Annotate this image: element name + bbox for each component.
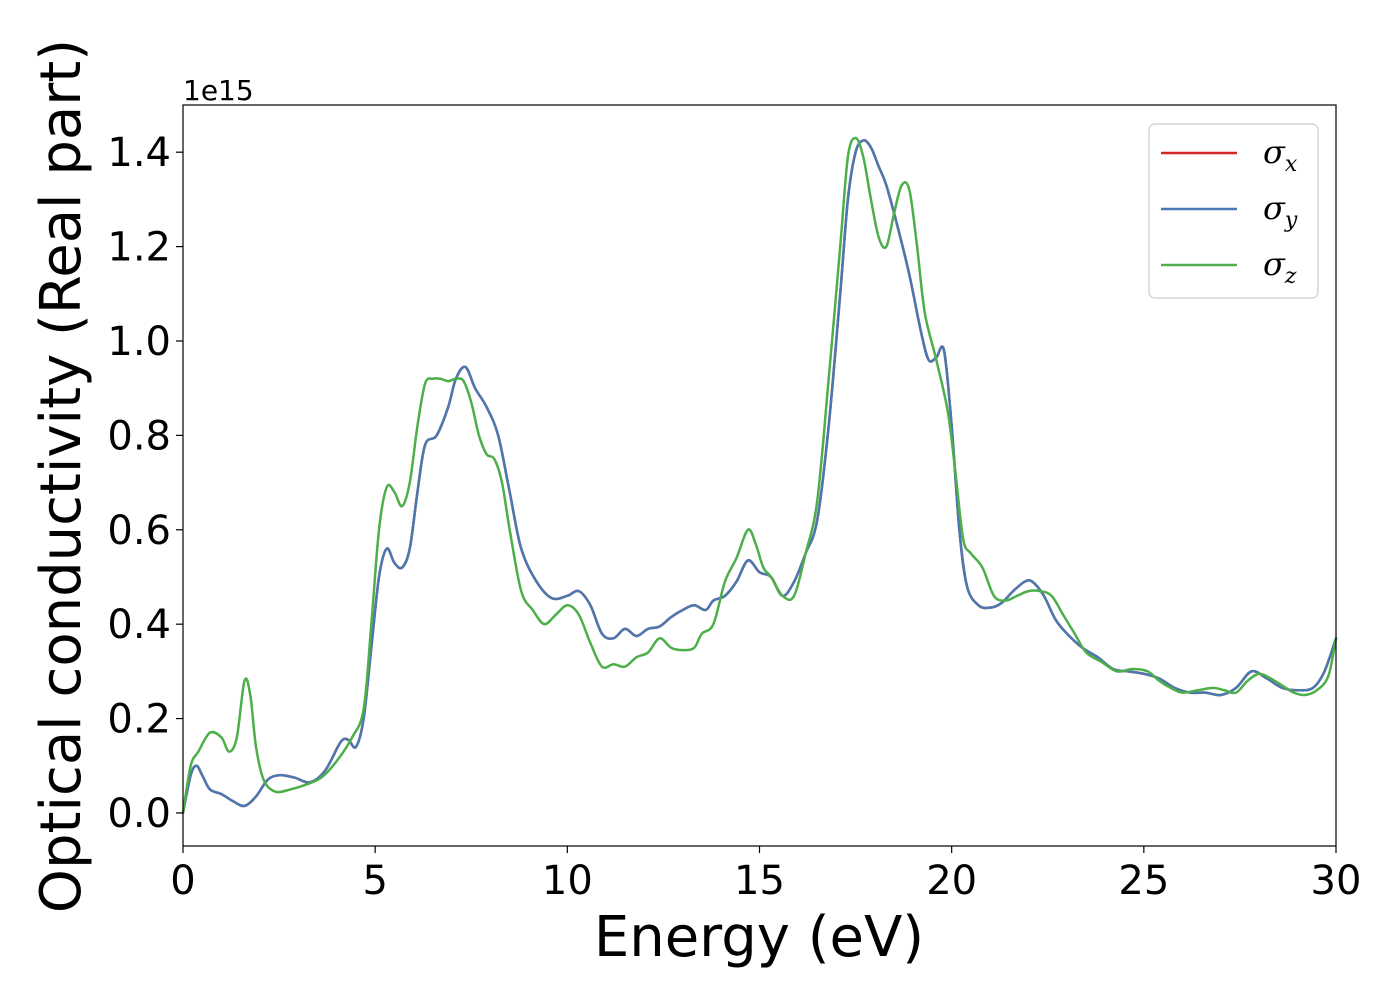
x-tick-label: 0 <box>170 858 195 904</box>
series-line-sigma-z <box>181 136 1338 815</box>
x-axis-title: Energy (eV) <box>594 905 924 970</box>
y-tick-label: 0.8 <box>107 413 171 459</box>
legend: σx σy σz <box>1148 123 1319 299</box>
x-tick-label: 10 <box>542 858 593 904</box>
x-tick-label: 30 <box>1311 858 1362 904</box>
x-tick-label: 25 <box>1118 858 1169 904</box>
x-tick-label: 15 <box>734 858 785 904</box>
x-tick-label: 5 <box>362 858 387 904</box>
x-tick-label: 20 <box>926 858 977 904</box>
legend-label-sigma-z: σz <box>1263 245 1297 289</box>
y-tick-label: 0.4 <box>107 602 171 648</box>
y-tick-label: 0.0 <box>107 791 171 837</box>
y-tick-label: 1.2 <box>107 225 171 271</box>
y-axis-title: Optical conductivity (Real part) <box>29 39 94 913</box>
legend-label-sigma-x: σx <box>1263 133 1298 177</box>
y-offset-label: 1e15 <box>183 74 254 107</box>
y-tick-label: 1.0 <box>107 319 171 365</box>
legend-label-sigma-y: σy <box>1263 189 1298 233</box>
y-tick-label: 0.2 <box>107 697 171 743</box>
legend-box <box>1148 123 1319 299</box>
ticks-layer: 0 5 10 15 20 25 30 0.0 0.2 0.4 0.6 0.8 1.0 1.2 1.4 <box>107 130 1361 904</box>
series-layer <box>181 136 1338 815</box>
y-tick-label: 0.6 <box>107 508 171 554</box>
y-tick-label: 1.4 <box>107 130 171 176</box>
